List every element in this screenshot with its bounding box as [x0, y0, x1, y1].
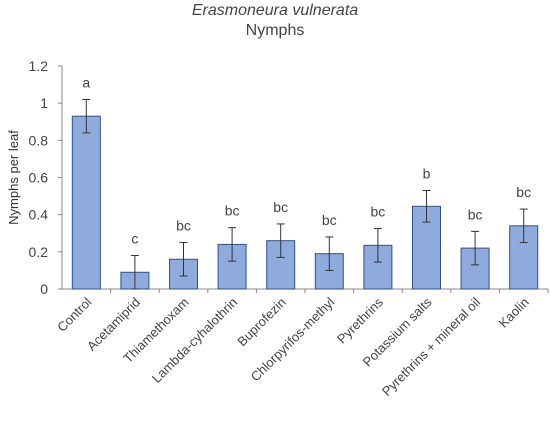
y-tick-label: 0.6 [29, 170, 49, 186]
significance-letter: bc [516, 184, 531, 200]
y-tick-label: 1.2 [29, 58, 49, 74]
y-tick-label: 0.2 [29, 244, 49, 260]
x-tick-label: Control [54, 294, 94, 334]
chart-subtitle: Nymphs [245, 22, 305, 39]
significance-letter: b [423, 166, 431, 182]
y-tick-label: 1 [40, 95, 48, 111]
significance-letter: bc [225, 203, 240, 219]
significance-letter: bc [371, 204, 386, 220]
x-tick-label: Lambda-cyhalothrin [149, 295, 240, 386]
significance-letter: bc [273, 199, 288, 215]
bar-control [71, 115, 101, 290]
chart-title: Erasmoneura vulnerata [191, 2, 359, 19]
y-axis-label: Nymphs per leaf [6, 130, 21, 225]
y-tick-label: 0.8 [29, 132, 49, 148]
significance-letter: bc [176, 218, 191, 234]
significance-letter: bc [468, 206, 483, 222]
y-tick-label: 0 [40, 281, 48, 297]
x-tick-label: Chlorpyrifos-methyl [248, 294, 338, 384]
x-tick-label: Kaolin [496, 295, 532, 331]
x-tick-label: Pyrethrins + mineral oil [379, 294, 483, 398]
significance-letter: bc [322, 212, 337, 228]
y-tick-label: 0.4 [29, 207, 49, 223]
significance-letter: a [82, 74, 90, 90]
significance-letter: c [131, 231, 138, 247]
